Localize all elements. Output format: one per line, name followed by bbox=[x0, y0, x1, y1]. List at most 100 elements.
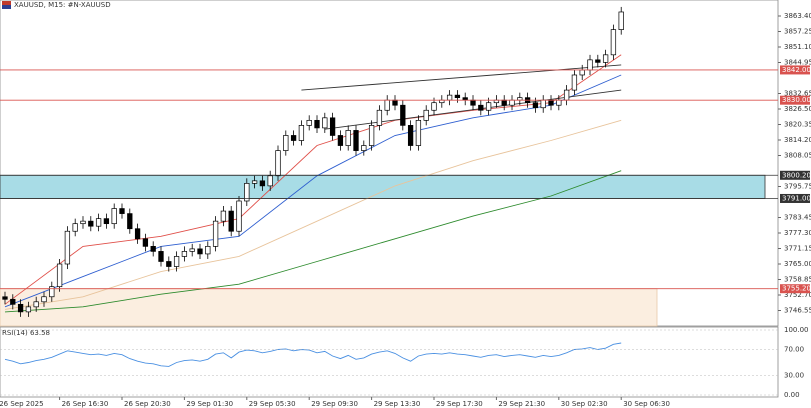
y-tick-label: 3746.55 bbox=[784, 307, 811, 315]
y-tick-label: 3832.65 bbox=[784, 90, 811, 98]
candle-body bbox=[158, 251, 164, 262]
level-label: 3755.20 bbox=[782, 285, 811, 293]
candle-body bbox=[150, 246, 156, 252]
candle-body bbox=[41, 296, 47, 303]
x-tick-label: 29 Sep 09:30 bbox=[311, 400, 358, 408]
candle-body bbox=[392, 99, 398, 106]
candle-body bbox=[88, 220, 94, 227]
candle-body bbox=[563, 89, 570, 101]
candle-body bbox=[290, 135, 297, 141]
symbol-icon bbox=[2, 1, 11, 9]
level-label-bg bbox=[780, 95, 810, 105]
candle-body bbox=[173, 256, 180, 267]
candle-body bbox=[244, 183, 250, 202]
level-label-bg bbox=[780, 65, 810, 75]
candle-body bbox=[361, 145, 367, 151]
moving-average bbox=[4, 170, 622, 313]
candle-body bbox=[251, 180, 258, 184]
x-tick-label: 29 Sep 17:30 bbox=[436, 400, 483, 408]
candle-body bbox=[509, 99, 515, 106]
candle-body bbox=[119, 208, 125, 214]
candle-body bbox=[283, 135, 289, 151]
rsi-tick-label: 70.00 bbox=[784, 346, 804, 354]
candle-body bbox=[610, 29, 617, 56]
candle-body bbox=[64, 230, 71, 265]
zone bbox=[0, 288, 658, 327]
y-tick-label: 3814.20 bbox=[784, 136, 811, 144]
candle-body bbox=[259, 180, 266, 187]
candle-body bbox=[2, 296, 8, 300]
candle-body bbox=[166, 261, 172, 267]
candle-body bbox=[595, 59, 601, 63]
candle-body bbox=[189, 248, 195, 252]
candle-body bbox=[181, 251, 188, 257]
candle-body bbox=[345, 130, 351, 146]
x-tick-label: 29 Sep 05:30 bbox=[249, 400, 296, 408]
candle-body bbox=[423, 109, 429, 121]
y-tick-label: 3826.50 bbox=[784, 105, 811, 113]
x-tick-label: 26 Sep 2025 bbox=[0, 400, 44, 408]
candle-body bbox=[618, 11, 624, 30]
price-pane bbox=[0, 0, 779, 327]
candle-body bbox=[33, 301, 39, 308]
candle-body bbox=[212, 220, 219, 247]
candle-body bbox=[454, 94, 461, 99]
level-label: 3842.00 bbox=[782, 66, 811, 74]
candle-body bbox=[532, 102, 539, 109]
rsi-pane bbox=[0, 326, 779, 398]
candle-body bbox=[329, 117, 336, 136]
x-tick-label: 29 Sep 21:30 bbox=[498, 400, 545, 408]
rsi-tick-label: 0.00 bbox=[784, 391, 800, 399]
rsi-tick-label: 30.00 bbox=[784, 372, 804, 380]
candle-body bbox=[275, 150, 281, 177]
y-tick-label: 3795.75 bbox=[784, 183, 811, 191]
candle-body bbox=[134, 228, 141, 240]
candle-body bbox=[415, 119, 422, 146]
candle-body bbox=[267, 175, 273, 187]
level-label-bg bbox=[780, 284, 810, 294]
candle-body bbox=[470, 99, 476, 106]
plot-layer bbox=[0, 6, 766, 367]
rsi-title: RSI(14) 63.58 bbox=[2, 329, 50, 337]
candle-body bbox=[540, 99, 546, 109]
candle-body bbox=[197, 248, 203, 255]
candle-body bbox=[322, 117, 328, 129]
candle-body bbox=[127, 213, 133, 230]
candle-body bbox=[228, 210, 234, 232]
candle-body bbox=[446, 94, 453, 101]
x-tick-label: 30 Sep 06:30 bbox=[623, 400, 670, 408]
level-label: 3800.20 bbox=[782, 171, 811, 179]
candle-body bbox=[384, 99, 390, 111]
x-tick-label: 30 Sep 02:30 bbox=[561, 400, 608, 408]
candle-body bbox=[306, 119, 312, 126]
y-tick-label: 3863.40 bbox=[784, 12, 811, 20]
candle-body bbox=[142, 238, 149, 247]
candle-body bbox=[407, 125, 414, 146]
x-tick-label: 26 Sep 20:30 bbox=[124, 400, 171, 408]
level-label-bg bbox=[780, 170, 810, 180]
y-tick-label: 3758.85 bbox=[784, 276, 811, 284]
candle-body bbox=[376, 109, 383, 126]
candle-body bbox=[298, 125, 305, 141]
candle-body bbox=[353, 130, 359, 151]
candle-body bbox=[236, 200, 242, 232]
candle-body bbox=[485, 102, 492, 111]
candle-body bbox=[49, 286, 55, 298]
candle-body bbox=[400, 104, 406, 126]
candle-body bbox=[368, 125, 375, 146]
candle-body bbox=[602, 54, 609, 63]
x-tick-label: 29 Sep 01:30 bbox=[186, 400, 233, 408]
zone bbox=[0, 174, 766, 199]
y-tick-label: 3844.95 bbox=[784, 59, 811, 67]
candle-body bbox=[571, 74, 578, 91]
y-tick-label: 3771.15 bbox=[784, 245, 811, 253]
candle-body bbox=[220, 210, 227, 222]
rsi-tick-label: 100.00 bbox=[784, 326, 809, 334]
level-label: 3791.00 bbox=[782, 194, 811, 202]
y-tick-label: 3783.45 bbox=[784, 214, 811, 222]
candle-body bbox=[205, 246, 211, 255]
y-tick-label: 3820.35 bbox=[784, 121, 811, 129]
candle-body bbox=[478, 104, 484, 111]
candle-body bbox=[95, 218, 102, 227]
